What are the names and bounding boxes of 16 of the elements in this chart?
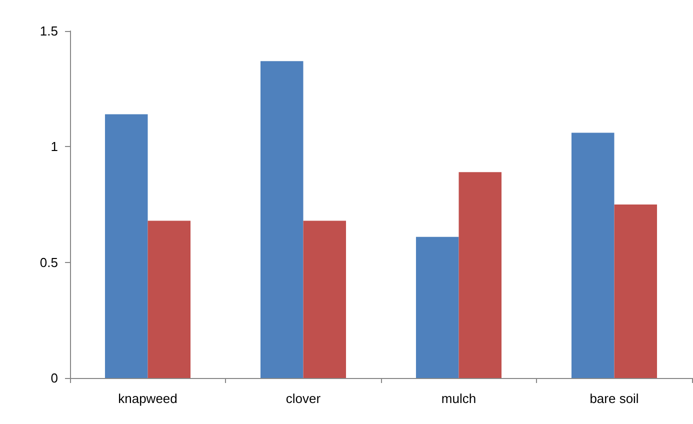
y-tick-label: 0 (50, 370, 58, 386)
x-tick-label: bare soil (590, 391, 639, 406)
y-tick-label: 0.5 (40, 254, 58, 270)
x-tick-label: mulch (441, 391, 476, 406)
bar (303, 220, 346, 378)
bar (614, 204, 658, 378)
x-tick-label: clover (286, 391, 322, 406)
bar (148, 220, 191, 378)
x-tick-label: knapweed (118, 391, 178, 406)
bar (458, 172, 502, 378)
bar (571, 132, 614, 378)
y-tick-label: 1.5 (40, 24, 58, 38)
y-tick-label: 1 (50, 139, 58, 154)
bar (104, 114, 148, 378)
bar (416, 236, 459, 378)
bar (260, 61, 304, 378)
